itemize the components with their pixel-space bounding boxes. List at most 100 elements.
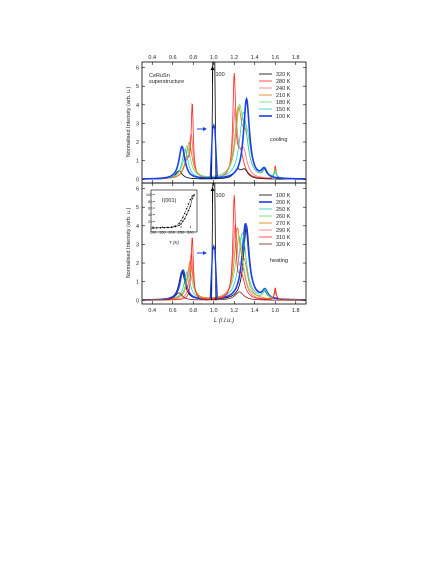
inset-cooling-point-9: [182, 220, 184, 223]
inset-heating-point-7: [178, 222, 180, 225]
top-legend-label-1: 280 K: [276, 79, 291, 85]
top-y-tick-label-2: 2: [136, 140, 139, 146]
bot-main-reflection-blue: [209, 243, 218, 299]
top-peak-arrow: [210, 66, 215, 82]
bottom-peak-label: 100: [216, 193, 225, 199]
top-marker-arrow: [197, 127, 207, 131]
top-y-tick-label-4: 4: [136, 103, 139, 109]
inset-x-label: T (K): [169, 240, 179, 245]
top-y-tick-label-1: 1: [136, 159, 139, 165]
inset-cooling-point-8: [180, 223, 182, 225]
bot-legend-label-0: 100 K: [276, 193, 291, 199]
bot-y-tick-label-1: 1: [136, 280, 139, 286]
inset-cooling-point-10: [184, 217, 186, 220]
bot-x-tick-label-2: 0.8: [189, 308, 197, 314]
bottom-panel-frame: [141, 182, 307, 305]
inset-frame: [150, 189, 198, 233]
top-x-tick-label-top-6: 1.6: [271, 55, 279, 61]
bot-y-tick-label-4: 4: [136, 224, 139, 230]
inset-label: I(001): [162, 198, 177, 204]
bottom-x-ticks: 0.4 0.6 0.8 1.0 1.2 1.4 1.6 1.8: [148, 183, 300, 314]
inset-cooling-point-13: [189, 205, 192, 208]
inset-heating-point-10: [184, 212, 186, 215]
bot-y-tick-label-2: 2: [136, 261, 139, 267]
inset-x-tick-label-3: 250: [178, 230, 185, 235]
y-axis-label-bottom: Normalised Intensity (arb. u.): [126, 208, 132, 279]
inset-heating-point-0: [152, 227, 154, 229]
top-legend-label-3: 210 K: [276, 93, 291, 99]
top-series-line-6: [141, 96, 306, 180]
inset-heating-point-9: [182, 216, 184, 219]
inset-x-tick-label-0: 100: [150, 230, 157, 235]
bot-x-tick-label-5: 1.4: [251, 308, 259, 314]
top-sample-label: CeRuSn: [149, 73, 170, 79]
inset-y-tick-label-1: 20: [148, 219, 153, 224]
inset-heating-point-2: [159, 227, 162, 229]
top-series-line-5: [141, 111, 307, 180]
top-x-tick-label-top-1: 0.6: [169, 55, 177, 61]
bot-x-tick-label-6: 1.6: [271, 308, 279, 314]
top-legend-label-0: 320 K: [276, 72, 291, 78]
top-x-ticks: 0.4 0.6 0.8 1.0 1.2 1.4 1.6 1.8: [148, 55, 300, 183]
bot-x-tick-label-7: 1.8: [292, 308, 300, 314]
top-legend-label-2: 240 K: [276, 86, 291, 92]
bot-y-tick-label-6: 6: [136, 187, 139, 193]
inset-y-tick-label-5: 100: [146, 192, 153, 197]
inset-x-tick-label-2: 200: [168, 230, 175, 235]
bot-y-tick-label-0: 0: [136, 298, 139, 304]
inset-y-tick-label-2: 40: [148, 212, 153, 217]
top-x-tick-label-top-3: 1.0: [210, 55, 218, 61]
top-main-reflection-blue: [209, 122, 218, 178]
top-y-tick-label-5: 5: [136, 84, 139, 90]
inset-cooling-line: [152, 195, 195, 229]
inset-x-tick-label-4: 300: [187, 230, 194, 235]
x-axis-label: L (r.l.u.): [214, 318, 234, 324]
inset-heating-point-5: [170, 226, 173, 228]
top-y-tick-label-3: 3: [136, 121, 139, 127]
bot-x-tick-label-3: 1.0: [210, 308, 218, 314]
top-y-tick-label-6: 6: [136, 66, 139, 72]
bot-series-line-7: [142, 291, 306, 301]
bot-y-tick-label-3: 3: [136, 242, 139, 248]
top-y-ticks: 0 1 2 3 4 5 6: [136, 66, 306, 183]
inset-x-tick-label-1: 150: [159, 230, 166, 235]
inset-heating-point-15: [193, 194, 195, 196]
bot-series-line-6: [142, 195, 306, 301]
bot-legend-label-3: 260 K: [276, 214, 291, 220]
inset-y-tick-label-4: 80: [148, 199, 153, 204]
top-series-group: [141, 61, 307, 180]
bottom-series-group: [141, 182, 307, 301]
inset-cooling-point-11: [185, 213, 188, 216]
bottom-y-ticks: 0 1 2 3 4 5 6: [136, 187, 306, 304]
inset-heating-point-8: [180, 219, 182, 222]
top-mode-label: cooling: [270, 137, 287, 143]
inset-heating-point-13: [189, 198, 192, 201]
top-legend-label-4: 180 K: [276, 100, 291, 106]
inset-y-tick-label-0: 0: [150, 226, 153, 231]
bot-legend-label-2: 250 K: [276, 207, 291, 213]
top-x-tick-label-top-0: 0.4: [148, 55, 156, 61]
top-x-tick-label-top-7: 1.8: [292, 55, 300, 61]
inset-heating-point-11: [185, 207, 188, 210]
bottom-mode-label: heating: [270, 258, 288, 264]
inset-heating-point-4: [167, 226, 169, 229]
top-x-tick-label-top-4: 1.2: [230, 55, 238, 61]
inset-heating-point-3: [163, 226, 165, 229]
bot-y-tick-label-5: 5: [136, 205, 139, 211]
inset-heating-point-14: [191, 195, 193, 197]
bot-legend-label-1: 200 K: [276, 200, 291, 206]
inset-y-tick-label-3: 60: [148, 206, 153, 211]
bot-legend-label-6: 310 K: [276, 235, 291, 241]
top-x-tick-label-top-2: 0.8: [189, 55, 197, 61]
bottom-peak-arrow: [210, 187, 215, 203]
top-panel: 0.4 0.6 0.8 1.0 1.2 1.4 1.6 1.8 0 1 2 3 4 5 6 320 K28…: [136, 55, 307, 184]
bot-legend-label-4: 270 K: [276, 221, 291, 227]
bot-x-tick-label-1: 0.6: [169, 308, 177, 314]
inset-heating-point-6: [174, 225, 177, 227]
bottom-marker-arrow: [197, 251, 207, 255]
